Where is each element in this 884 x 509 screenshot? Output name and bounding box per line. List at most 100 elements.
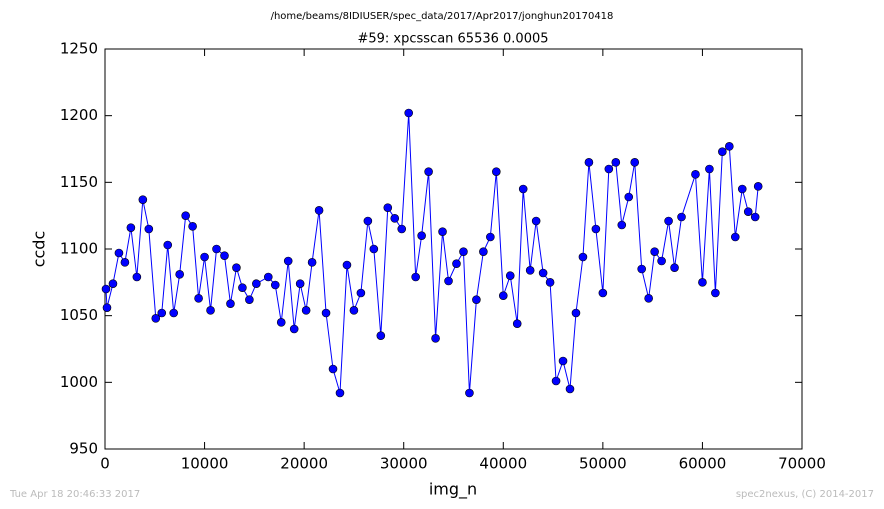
data-point xyxy=(711,288,720,298)
data-point xyxy=(753,182,763,191)
data-point xyxy=(314,206,324,215)
data-point xyxy=(452,259,461,268)
data-point xyxy=(307,258,317,267)
data-point xyxy=(611,158,621,167)
x-tick-label: 60000 xyxy=(679,455,727,473)
data-point xyxy=(132,272,142,282)
data-point xyxy=(584,158,594,167)
data-line xyxy=(105,112,759,394)
data-point xyxy=(369,244,379,254)
data-point xyxy=(169,308,179,318)
data-point xyxy=(505,271,515,280)
plot-frame xyxy=(104,48,803,450)
data-point xyxy=(404,108,413,118)
data-point xyxy=(342,260,352,270)
chart-title: #59: xpcsscan 65536 0.0005 xyxy=(357,32,548,47)
data-point xyxy=(108,279,118,288)
data-point xyxy=(691,170,700,179)
data-point xyxy=(144,224,154,234)
data-point xyxy=(220,251,229,260)
data-point xyxy=(151,314,161,323)
data-point xyxy=(120,258,130,267)
data-point xyxy=(335,388,345,398)
data-point xyxy=(200,252,209,262)
data-point xyxy=(737,184,747,194)
data-point xyxy=(397,224,407,234)
x-tick-label: 50000 xyxy=(579,455,627,473)
y-tick-label: 1050 xyxy=(60,306,98,324)
data-point xyxy=(252,279,261,288)
data-point xyxy=(194,294,203,303)
y-tick-label: 950 xyxy=(69,440,98,458)
data-point xyxy=(465,388,474,398)
data-point xyxy=(411,272,420,282)
data-point xyxy=(444,276,453,286)
data-point xyxy=(459,247,468,256)
data-point xyxy=(698,278,707,287)
data-point xyxy=(718,147,727,156)
data-point xyxy=(283,256,293,266)
data-point xyxy=(356,288,366,298)
data-point xyxy=(175,270,184,279)
data-point xyxy=(102,303,112,312)
data-point xyxy=(657,256,666,266)
data-point xyxy=(157,308,167,318)
data-point xyxy=(479,247,488,256)
data-point xyxy=(518,184,528,194)
y-tick-label: 1000 xyxy=(60,373,98,391)
data-point xyxy=(670,263,679,272)
y-tick-label: 1150 xyxy=(60,173,98,191)
data-point xyxy=(181,211,190,220)
data-point xyxy=(226,299,235,308)
data-point xyxy=(644,294,653,303)
data-point xyxy=(650,247,659,256)
data-point xyxy=(276,318,286,327)
data-point xyxy=(637,264,646,274)
data-point xyxy=(263,272,273,282)
data-point xyxy=(301,306,311,315)
data-point xyxy=(492,167,501,176)
data-point xyxy=(677,212,686,222)
data-point xyxy=(598,288,608,298)
x-tick-label: 70000 xyxy=(778,455,826,473)
data-point xyxy=(232,263,241,272)
x-tick-label: 0 xyxy=(100,455,110,473)
data-point xyxy=(498,291,508,300)
data-point xyxy=(245,295,254,304)
data-point xyxy=(630,158,640,167)
footer-left: Tue Apr 18 20:46:33 2017 xyxy=(9,489,140,500)
data-point xyxy=(545,278,555,287)
y-tick-label: 1100 xyxy=(60,240,98,258)
x-tick-label: 30000 xyxy=(380,455,428,473)
data-point xyxy=(578,252,588,262)
data-point xyxy=(212,244,221,254)
data-point xyxy=(424,167,433,176)
data-point xyxy=(114,248,124,258)
data-point xyxy=(163,240,173,250)
data-point xyxy=(565,384,575,394)
suptitle: /home/beams/8IDIUSER/spec_data/2017/Apr2… xyxy=(271,11,614,22)
footer-right: spec2nexus, (C) 2014-2017 xyxy=(736,489,874,500)
data-point xyxy=(472,295,481,304)
data-point xyxy=(383,203,393,212)
data-point xyxy=(664,216,673,226)
data-point xyxy=(295,279,305,288)
data-point xyxy=(321,308,331,318)
data-point xyxy=(138,195,148,204)
data-point xyxy=(270,280,280,290)
data-point xyxy=(512,319,522,328)
data-point xyxy=(743,207,753,216)
data-point xyxy=(390,214,400,223)
x-tick-label: 20000 xyxy=(280,455,328,473)
data-point xyxy=(617,220,627,230)
data-point xyxy=(730,232,740,242)
data-point xyxy=(571,308,581,318)
data-point xyxy=(238,283,247,292)
data-point xyxy=(376,331,386,340)
data-point xyxy=(558,356,568,366)
x-tick-label: 40000 xyxy=(479,455,527,473)
data-point xyxy=(725,142,734,151)
data-point xyxy=(328,364,338,374)
data-point xyxy=(525,266,535,275)
data-point xyxy=(538,268,548,278)
